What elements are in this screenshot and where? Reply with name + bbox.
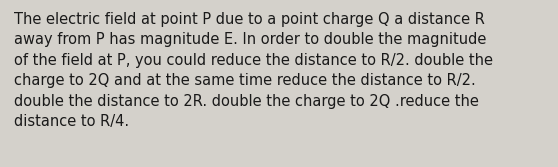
Text: The electric field at point P due to a point charge Q a distance R
away from P h: The electric field at point P due to a p… (14, 12, 493, 129)
